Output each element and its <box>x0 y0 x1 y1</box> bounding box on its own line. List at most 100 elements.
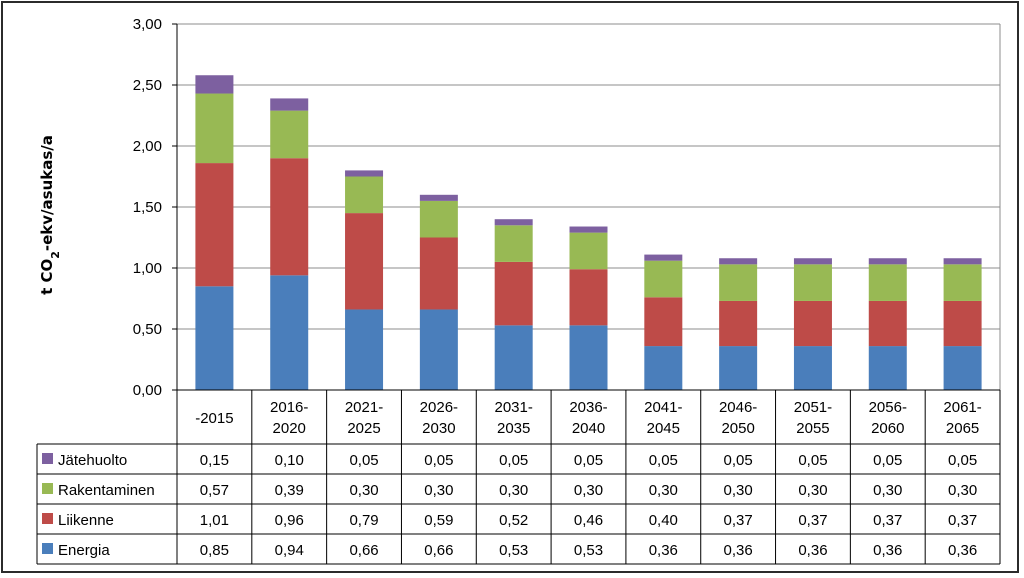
data-table: -2015 2016-2020 2021-2025 2026-2030 2031-203… <box>36 389 1001 565</box>
x-tick-label: 2016-2020 <box>270 399 308 437</box>
bar-liikenne <box>644 297 683 347</box>
bar-rakentaminen <box>719 264 758 301</box>
bar-jatehuolto <box>793 258 832 265</box>
x-tick-label: 2021-2025 <box>345 399 383 437</box>
table-value: 0,96 <box>275 512 304 529</box>
table-value: 0,05 <box>724 452 753 469</box>
table-value: 0,05 <box>349 452 378 469</box>
bar-jatehuolto <box>943 258 982 265</box>
bar-energia <box>943 346 982 390</box>
y-tick-label: 2,50 <box>133 77 162 94</box>
table-value: 0,66 <box>349 542 378 559</box>
table-value: 0,36 <box>649 542 678 559</box>
bar-liikenne <box>345 213 384 310</box>
bar-jatehuolto <box>868 258 907 265</box>
table-value: 0,53 <box>574 542 603 559</box>
table-value: 1,01 <box>200 512 229 529</box>
table-value: 0,05 <box>873 452 902 469</box>
bar-energia <box>419 309 458 390</box>
x-tick-label: 2031-2035 <box>494 399 532 437</box>
bar-jatehuolto <box>270 98 309 111</box>
table-value: 0,36 <box>724 542 753 559</box>
y-tick-label: 0,00 <box>133 382 162 399</box>
bar-rakentaminen <box>644 260 683 298</box>
table-value: 0,05 <box>649 452 678 469</box>
bars <box>195 75 982 390</box>
bar-rakentaminen <box>793 264 832 301</box>
table-value: 0,05 <box>499 452 528 469</box>
bar-rakentaminen <box>569 232 608 270</box>
y-axis-label: t CO2-ekv/asukas/a <box>38 135 62 295</box>
x-tick-label: -2015 <box>195 410 233 427</box>
bar-energia <box>569 325 608 390</box>
table-value: 0,30 <box>574 482 603 499</box>
table-value: 0,30 <box>873 482 902 499</box>
table-value: 0,52 <box>499 512 528 529</box>
x-tick-label: 2026-2030 <box>420 399 458 437</box>
bar-liikenne <box>868 300 907 347</box>
x-tick-label: 2051-2055 <box>794 399 832 437</box>
y-tick-label: 1,50 <box>133 199 162 216</box>
bar-liikenne <box>494 261 533 326</box>
bar-rakentaminen <box>419 200 458 238</box>
bar-liikenne <box>195 163 234 287</box>
bar-energia <box>719 346 758 390</box>
legend-key-energia <box>42 543 53 554</box>
bar-liikenne <box>419 237 458 310</box>
table-value: 0,53 <box>499 542 528 559</box>
x-tick-label: 2036-2040 <box>569 399 607 437</box>
x-tick-label: 2061-2065 <box>943 399 981 437</box>
table-value: 0,30 <box>499 482 528 499</box>
table-value: 0,79 <box>349 512 378 529</box>
table-value: 0,30 <box>724 482 753 499</box>
y-tick-label: 0,50 <box>133 321 162 338</box>
bar-liikenne <box>793 300 832 347</box>
table-value: 0,37 <box>724 512 753 529</box>
table-value: 0,30 <box>349 482 378 499</box>
legend-label-liikenne: Liikenne <box>58 512 114 529</box>
bar-jatehuolto <box>419 194 458 201</box>
x-tick-label: 2046-2050 <box>719 399 757 437</box>
table-value: 0,57 <box>200 482 229 499</box>
table-value: 0,40 <box>649 512 678 529</box>
bar-liikenne <box>943 300 982 347</box>
legend-key-jatehuolto <box>42 453 53 464</box>
bar-rakentaminen <box>943 264 982 301</box>
legend-label-rakentaminen: Rakentaminen <box>58 482 155 499</box>
legend-label-jatehuolto: Jätehuolto <box>58 452 127 469</box>
table-value: 0,36 <box>873 542 902 559</box>
x-tick-label: 2056-2060 <box>869 399 907 437</box>
bar-energia <box>345 309 384 390</box>
bar-jatehuolto <box>644 254 683 261</box>
y-tick-label: 3,00 <box>133 16 162 33</box>
table-value: 0,30 <box>798 482 827 499</box>
table-value: 0,85 <box>200 542 229 559</box>
bar-energia <box>644 346 683 390</box>
table-value: 0,05 <box>574 452 603 469</box>
table-value: 0,66 <box>424 542 453 559</box>
bar-energia <box>868 346 907 390</box>
bar-liikenne <box>270 158 309 276</box>
gridlines <box>177 23 1000 330</box>
table-value: 0,39 <box>275 482 304 499</box>
bar-energia <box>270 275 309 390</box>
table-value: 0,30 <box>424 482 453 499</box>
table-value: 0,30 <box>649 482 678 499</box>
bar-jatehuolto <box>719 258 758 265</box>
table-value: 0,36 <box>948 542 977 559</box>
table-value: 0,46 <box>574 512 603 529</box>
table-value: 0,05 <box>948 452 977 469</box>
table-value: 0,37 <box>948 512 977 529</box>
x-tick-label: 2041-2045 <box>644 399 682 437</box>
table-value: 0,37 <box>798 512 827 529</box>
bar-rakentaminen <box>195 93 234 164</box>
bar-rakentaminen <box>270 110 309 159</box>
bar-jatehuolto <box>494 219 533 226</box>
bar-rakentaminen <box>494 225 533 262</box>
bar-jatehuolto <box>569 226 608 233</box>
bar-liikenne <box>719 300 758 347</box>
table-value: 0,59 <box>424 512 453 529</box>
y-tick-label: 1,00 <box>133 260 162 277</box>
table-value: 0,37 <box>873 512 902 529</box>
